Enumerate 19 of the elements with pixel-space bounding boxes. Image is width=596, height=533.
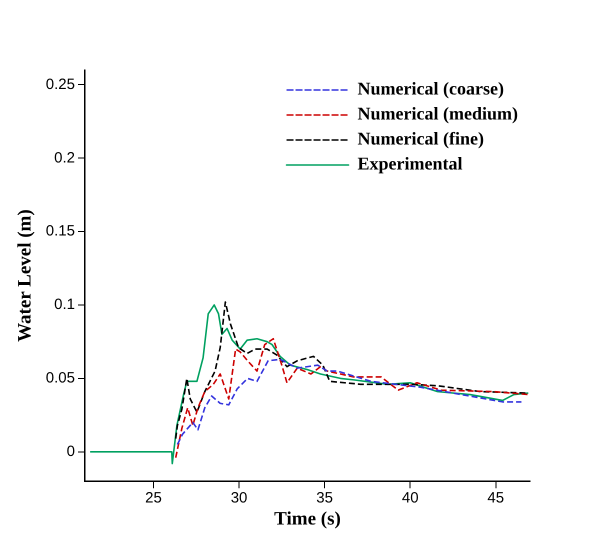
y-tick-label: 0.15 bbox=[46, 222, 75, 240]
y-tick-label: 0.2 bbox=[54, 149, 75, 166]
legend-label: Numerical (fine) bbox=[358, 128, 484, 149]
line-series bbox=[176, 358, 522, 446]
x-tick-label: 40 bbox=[402, 489, 419, 506]
x-axis-title: Time (s) bbox=[274, 508, 341, 530]
y-tick-label: 0.1 bbox=[54, 296, 75, 314]
legend-label: Experimental bbox=[358, 154, 463, 174]
y-tick-label: 0.25 bbox=[46, 76, 75, 93]
x-tick-label: 25 bbox=[145, 489, 162, 506]
legend-label: Numerical (medium) bbox=[358, 104, 518, 124]
x-tick-label: 30 bbox=[230, 489, 248, 506]
x-tick-label: 35 bbox=[316, 489, 333, 506]
y-axis-title: Water Level (m) bbox=[14, 209, 36, 342]
legend-label: Numerical (coarse) bbox=[358, 78, 504, 99]
y-tick-label: 0.05 bbox=[46, 370, 75, 387]
line-series bbox=[174, 338, 530, 459]
y-tick-label: 0 bbox=[66, 442, 75, 460]
x-tick-label: 45 bbox=[487, 489, 504, 506]
